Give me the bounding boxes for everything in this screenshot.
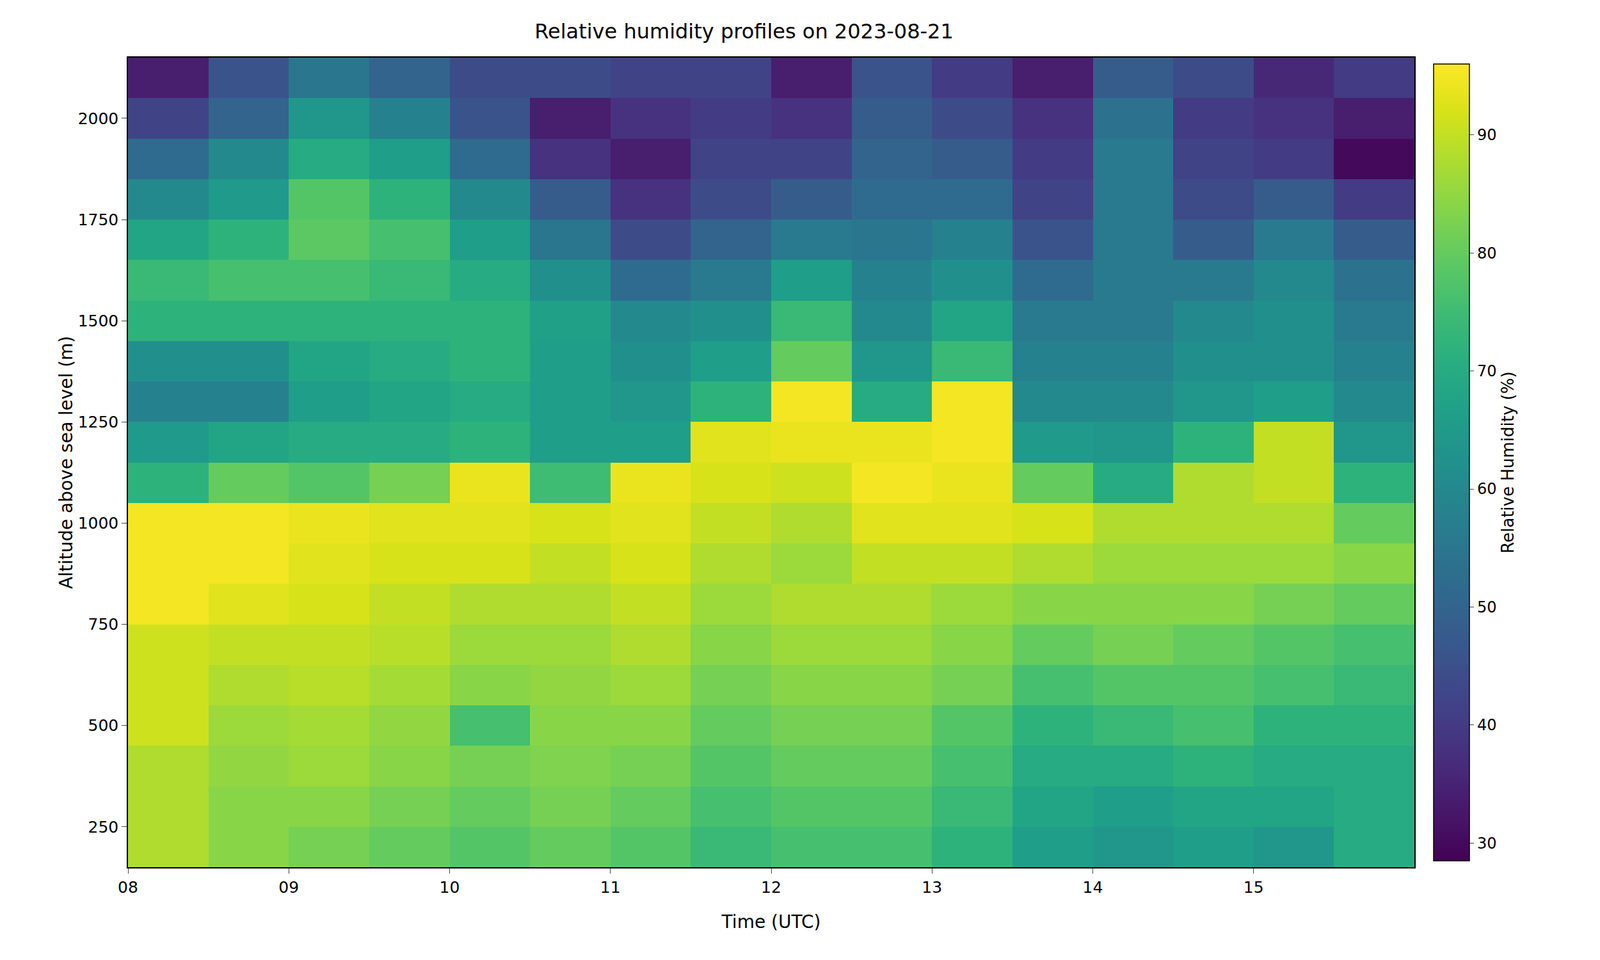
svg-text:Time (UTC): Time (UTC) [721,911,822,933]
svg-text:90: 90 [1477,126,1497,144]
svg-text:14: 14 [1082,878,1104,897]
svg-text:1500: 1500 [78,311,120,331]
svg-text:50: 50 [1477,598,1497,617]
svg-text:13: 13 [921,878,943,897]
svg-text:70: 70 [1477,362,1497,381]
svg-text:Relative Humidity (%): Relative Humidity (%) [1498,371,1518,553]
svg-text:15: 15 [1243,878,1264,897]
svg-text:09: 09 [278,878,299,897]
svg-text:30: 30 [1477,834,1497,853]
svg-text:500: 500 [88,716,120,735]
svg-text:250: 250 [88,817,120,837]
svg-text:1750: 1750 [78,210,120,230]
svg-text:80: 80 [1477,244,1497,263]
svg-text:2000: 2000 [78,109,120,128]
svg-text:40: 40 [1477,716,1497,735]
svg-text:1250: 1250 [78,412,120,432]
svg-text:11: 11 [600,878,621,897]
svg-text:12: 12 [760,878,782,897]
svg-text:750: 750 [88,615,120,634]
svg-text:60: 60 [1477,480,1497,498]
svg-text:Altitude above sea level (m): Altitude above sea level (m) [55,336,77,590]
svg-text:1000: 1000 [78,513,120,533]
svg-text:Relative humidity profiles on: Relative humidity profiles on 2023-08-21 [534,19,954,44]
svg-text:08: 08 [117,878,139,897]
svg-text:10: 10 [439,878,461,897]
